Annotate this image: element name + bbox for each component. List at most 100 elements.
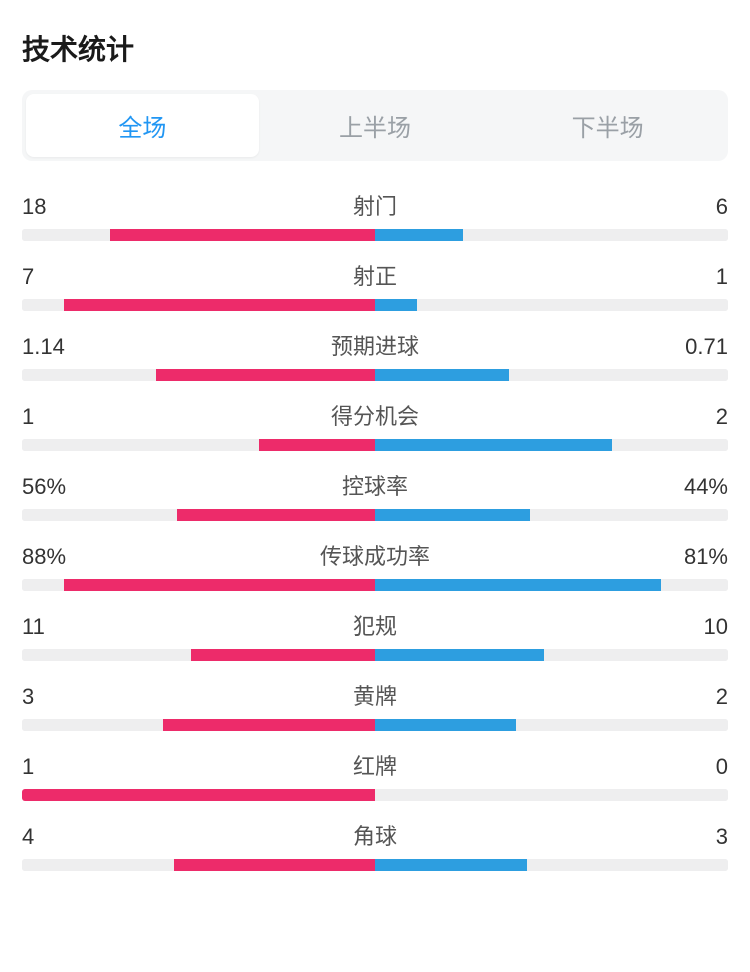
stat-labels: 3黄牌2 xyxy=(22,679,728,711)
bar-fill-left xyxy=(174,859,375,871)
bar-half-right xyxy=(375,369,728,381)
stat-row: 1红牌0 xyxy=(22,749,728,801)
stat-labels: 88%传球成功率81% xyxy=(22,539,728,571)
stat-value-right: 81% xyxy=(668,544,728,570)
bar-half-left xyxy=(22,649,375,661)
stat-labels: 7射正1 xyxy=(22,259,728,291)
bar-half-right xyxy=(375,789,728,801)
bar-fill-left xyxy=(156,369,375,381)
bar-fill-left xyxy=(64,579,375,591)
stat-bar xyxy=(22,649,728,661)
stat-bar xyxy=(22,719,728,731)
bar-half-left xyxy=(22,439,375,451)
stat-value-left: 3 xyxy=(22,684,82,710)
stat-labels: 4角球3 xyxy=(22,819,728,851)
stat-bar xyxy=(22,859,728,871)
bar-fill-right xyxy=(375,509,530,521)
stat-name: 射门 xyxy=(82,189,668,221)
bar-fill-right xyxy=(375,579,661,591)
bar-half-right xyxy=(375,859,728,871)
stat-value-right: 0 xyxy=(668,754,728,780)
stat-bar xyxy=(22,789,728,801)
bar-fill-right xyxy=(375,299,417,311)
stat-bar xyxy=(22,369,728,381)
stat-labels: 1得分机会2 xyxy=(22,399,728,431)
stat-row: 3黄牌2 xyxy=(22,679,728,731)
stat-row: 18射门6 xyxy=(22,189,728,241)
bar-fill-left xyxy=(177,509,375,521)
stat-value-left: 4 xyxy=(22,824,82,850)
stat-value-right: 10 xyxy=(668,614,728,640)
bar-half-left xyxy=(22,859,375,871)
stat-name: 射正 xyxy=(82,259,668,291)
stat-name: 控球率 xyxy=(82,469,668,501)
bar-half-right xyxy=(375,299,728,311)
bar-half-left xyxy=(22,579,375,591)
stat-row: 4角球3 xyxy=(22,819,728,871)
stat-name: 黄牌 xyxy=(82,679,668,711)
bar-fill-left xyxy=(191,649,375,661)
stats-list: 18射门67射正11.14预期进球0.711得分机会256%控球率44%88%传… xyxy=(22,189,728,871)
stat-row: 88%传球成功率81% xyxy=(22,539,728,591)
bar-fill-left xyxy=(64,299,375,311)
stat-bar xyxy=(22,509,728,521)
stat-name: 传球成功率 xyxy=(82,539,668,571)
tab-secondhalf[interactable]: 下半场 xyxy=(491,94,724,157)
stat-value-right: 1 xyxy=(668,264,728,290)
period-tabs: 全场 上半场 下半场 xyxy=(22,90,728,161)
stat-value-left: 11 xyxy=(22,614,82,640)
stat-value-right: 44% xyxy=(668,474,728,500)
bar-half-left xyxy=(22,229,375,241)
bar-fill-left xyxy=(163,719,375,731)
tab-fulltime[interactable]: 全场 xyxy=(26,94,259,157)
stat-value-right: 3 xyxy=(668,824,728,850)
stat-value-right: 0.71 xyxy=(668,334,728,360)
stat-value-left: 18 xyxy=(22,194,82,220)
bar-fill-right xyxy=(375,229,463,241)
stat-row: 11犯规10 xyxy=(22,609,728,661)
stat-value-right: 2 xyxy=(668,404,728,430)
stat-value-left: 1.14 xyxy=(22,334,82,360)
stat-bar xyxy=(22,299,728,311)
stat-name: 角球 xyxy=(82,819,668,851)
stat-labels: 56%控球率44% xyxy=(22,469,728,501)
bar-half-right xyxy=(375,509,728,521)
bar-half-right xyxy=(375,439,728,451)
stat-value-left: 1 xyxy=(22,754,82,780)
bar-half-left xyxy=(22,509,375,521)
bar-half-left xyxy=(22,719,375,731)
stat-bar xyxy=(22,579,728,591)
stat-bar xyxy=(22,229,728,241)
bar-fill-left xyxy=(110,229,375,241)
stat-row: 56%控球率44% xyxy=(22,469,728,521)
bar-fill-right xyxy=(375,859,527,871)
stat-labels: 1.14预期进球0.71 xyxy=(22,329,728,361)
bar-half-right xyxy=(375,649,728,661)
page-title: 技术统计 xyxy=(22,28,728,68)
stat-row: 1得分机会2 xyxy=(22,399,728,451)
stat-row: 1.14预期进球0.71 xyxy=(22,329,728,381)
bar-fill-right xyxy=(375,369,509,381)
stat-value-left: 7 xyxy=(22,264,82,290)
bar-fill-right xyxy=(375,719,516,731)
stat-name: 犯规 xyxy=(82,609,668,641)
stat-value-right: 6 xyxy=(668,194,728,220)
stat-value-left: 88% xyxy=(22,544,82,570)
stats-panel: 技术统计 全场 上半场 下半场 18射门67射正11.14预期进球0.711得分… xyxy=(0,0,750,871)
bar-half-right xyxy=(375,579,728,591)
bar-half-left xyxy=(22,369,375,381)
stat-bar xyxy=(22,439,728,451)
stat-value-right: 2 xyxy=(668,684,728,710)
bar-half-right xyxy=(375,719,728,731)
bar-fill-right xyxy=(375,439,612,451)
bar-half-left xyxy=(22,789,375,801)
stat-value-left: 56% xyxy=(22,474,82,500)
bar-fill-left xyxy=(22,789,375,801)
stat-name: 红牌 xyxy=(82,749,668,781)
bar-fill-left xyxy=(259,439,375,451)
stat-name: 得分机会 xyxy=(82,399,668,431)
stat-name: 预期进球 xyxy=(82,329,668,361)
bar-fill-right xyxy=(375,649,544,661)
tab-firsthalf[interactable]: 上半场 xyxy=(259,94,492,157)
stat-value-left: 1 xyxy=(22,404,82,430)
